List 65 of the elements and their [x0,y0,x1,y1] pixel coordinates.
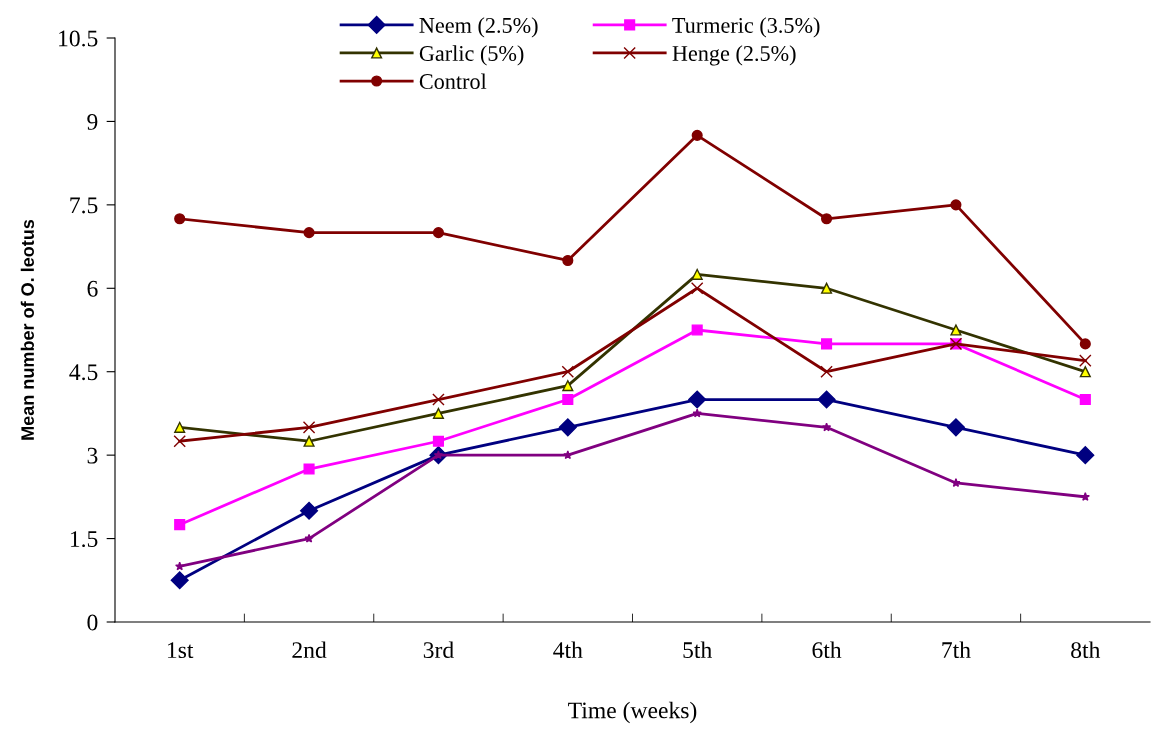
point [950,324,962,336]
legend-label: Neem (2.5%) [419,17,538,38]
point [821,338,833,350]
point [1079,393,1091,406]
point [432,407,444,419]
point [688,390,707,409]
point [174,519,186,531]
y-tick-label: 3 [87,447,98,464]
x-tick-label: 8th [1071,641,1101,659]
y-tick-label: 4.5 [69,364,98,381]
x-tick-label: 1st [167,642,194,659]
x-tick-label: 2nd [292,641,327,659]
point [562,254,574,267]
point [817,390,836,409]
point [302,421,316,434]
point [690,282,704,295]
point [174,213,186,225]
y-tick-label: 0 [87,614,98,631]
point [1079,366,1091,378]
point [1076,446,1095,465]
x-axis-title: Time (weeks) [568,701,697,724]
point [820,365,833,378]
point [303,435,315,447]
point [432,435,444,447]
point [821,422,832,432]
point [562,393,574,406]
x-tick-label: 7th [942,641,971,659]
y-tick-label: 6 [87,280,98,297]
point [303,227,315,239]
legend-label: Control [419,73,487,90]
point [174,421,186,433]
point [175,561,185,571]
point [561,365,575,378]
x-tick-label: 3rd [423,641,454,659]
point [558,418,577,437]
point [821,282,833,294]
point [821,213,833,225]
point [691,268,703,280]
point [173,434,186,448]
point [692,408,702,418]
y-axis-title: Mean number of O. leotus [20,219,34,440]
legend-label: Garlic (5%) [419,45,524,66]
y-tick-label: 10.5 [59,30,98,47]
point [946,418,965,437]
point [691,324,703,336]
point [691,129,703,141]
point [1079,338,1091,350]
point [432,227,444,239]
y-tick-label: 9 [87,113,98,130]
point [432,393,445,406]
legend-label: Henge (2.5%) [672,45,796,66]
point [950,199,962,211]
y-tick-label: 1.5 [70,531,98,548]
y-tick-label: 7.5 [70,197,98,214]
point [303,463,315,475]
x-tick-label: 5th [683,641,712,659]
x-tick-label: 4th [553,641,583,659]
x-tick-label: 6th [812,641,842,659]
point [300,501,319,520]
point [170,571,189,590]
point [563,450,573,460]
point [1079,354,1092,367]
point [951,478,961,488]
point [562,380,574,392]
legend-label: Turmeric (3.5%) [672,17,820,38]
